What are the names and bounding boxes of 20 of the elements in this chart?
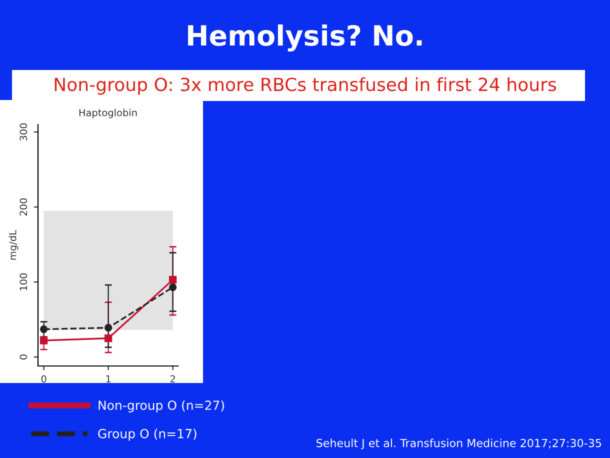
point bbox=[40, 325, 48, 334]
point bbox=[169, 283, 177, 292]
y-tick-label: 200 bbox=[20, 198, 28, 216]
legend-label: Non-group O (n=27) bbox=[98, 400, 224, 412]
point bbox=[40, 336, 48, 344]
legend-label: Group O (n=17) bbox=[98, 428, 196, 441]
y-axis-title: mg/dL bbox=[8, 230, 18, 260]
x-tick-label: 2 bbox=[170, 375, 175, 382]
text: Seheult J et al. Transfusion Medicine 2017;27:30-35 bbox=[316, 438, 602, 450]
x-tick-label: 1 bbox=[106, 375, 111, 382]
point bbox=[169, 276, 177, 284]
text: Non-group O: 3x more RBCs transfused in first 24 hours bbox=[54, 77, 556, 95]
y-tick-label: 100 bbox=[20, 273, 28, 290]
y-tick-label: 0 bbox=[20, 354, 28, 360]
x-tick-label: 0 bbox=[41, 375, 46, 383]
point bbox=[104, 324, 112, 332]
text: Hemolysis? No. bbox=[188, 24, 422, 52]
point bbox=[104, 334, 112, 342]
text: Haptoglobin bbox=[79, 108, 137, 118]
y-tick-label: 300 bbox=[20, 123, 28, 141]
